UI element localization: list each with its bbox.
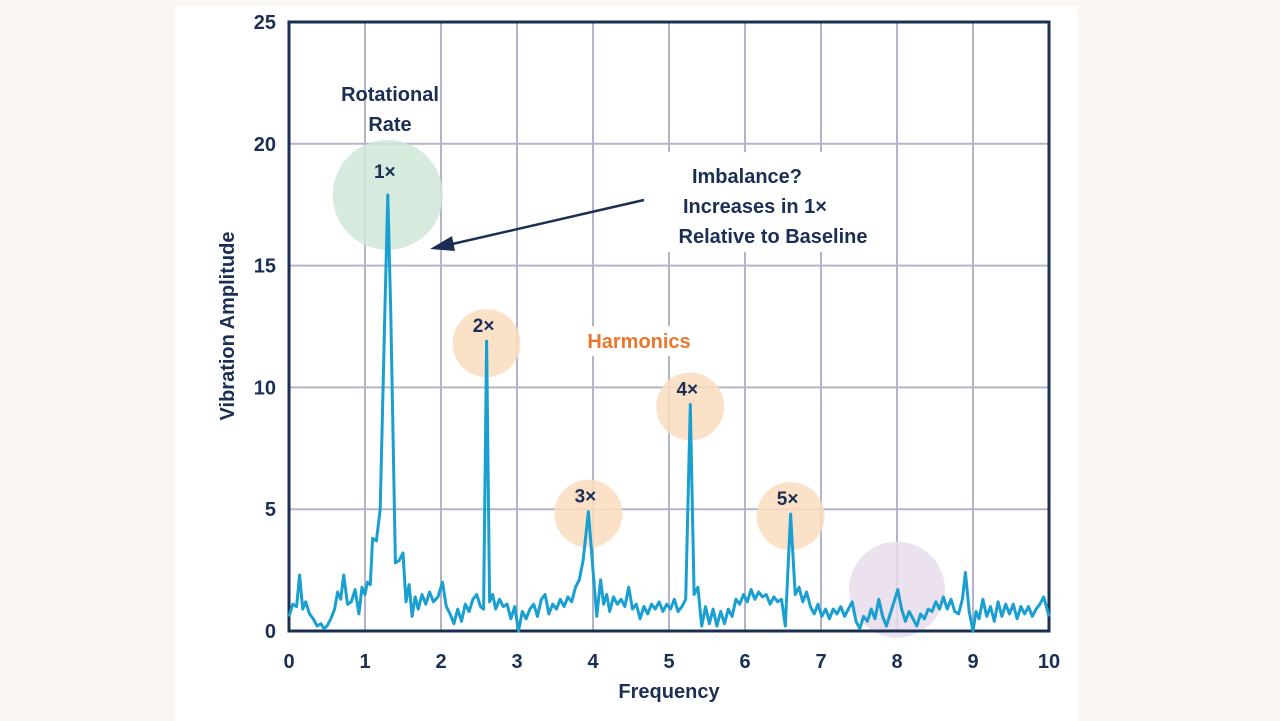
y-tick-label-20: 20 xyxy=(254,134,276,156)
x-tick-label-0: 0 xyxy=(283,651,294,673)
x-axis-label: Frequency xyxy=(618,681,720,703)
y-tick-label-0: 0 xyxy=(265,621,276,643)
y-tick-label-5: 5 xyxy=(265,499,276,521)
annotation-imbalance-line1: Imbalance? xyxy=(692,166,802,188)
x-tick-label-10: 10 xyxy=(1038,651,1060,673)
annotation-imbalance-background xyxy=(640,152,890,252)
y-axis-label: Vibration Amplitude xyxy=(217,232,239,421)
x-tick-label-6: 6 xyxy=(739,651,750,673)
annotation-imbalance-line3: Relative to Baseline xyxy=(679,226,868,248)
peak-label-2x: 2× xyxy=(473,316,495,337)
y-tick-label-15: 15 xyxy=(254,256,276,278)
y-tick-label-25: 25 xyxy=(254,12,276,34)
peak-label-1x: 1× xyxy=(374,162,396,183)
x-tick-label-7: 7 xyxy=(815,651,826,673)
annotation-rotational-rate-line1: Rotational xyxy=(341,84,439,106)
arrow-icon xyxy=(430,198,645,251)
x-tick-labels: 0 1 2 3 4 5 6 7 8 9 10 xyxy=(283,651,1060,673)
plot-frame xyxy=(287,20,1051,633)
x-tick-label-9: 9 xyxy=(967,651,978,673)
x-tick-label-5: 5 xyxy=(663,651,674,673)
x-tick-label-3: 3 xyxy=(511,651,522,673)
annotation-imbalance: Imbalance? Increases in 1× Relative to B… xyxy=(640,152,890,252)
peak-label-5x: 5× xyxy=(777,489,799,510)
peak-labels: 1× 2× 3× 4× 5× xyxy=(374,162,798,510)
x-tick-label-8: 8 xyxy=(891,651,902,673)
annotation-harmonics-background xyxy=(568,326,710,356)
peak-label-3x: 3× xyxy=(575,487,597,508)
y-tick-label-10: 10 xyxy=(254,377,276,399)
annotation-rotational-rate-line2: Rate xyxy=(368,114,411,136)
x-tick-label-4: 4 xyxy=(587,651,599,673)
y-tick-labels: 0 5 10 15 20 25 xyxy=(254,12,276,643)
x-tick-label-2: 2 xyxy=(435,651,446,673)
annotation-harmonics: Harmonics xyxy=(587,331,690,353)
annotation-imbalance-line2: Increases in 1× xyxy=(683,196,827,218)
x-tick-label-1: 1 xyxy=(359,651,370,673)
peak-label-4x: 4× xyxy=(676,379,698,400)
spectrum-line xyxy=(287,193,1051,633)
